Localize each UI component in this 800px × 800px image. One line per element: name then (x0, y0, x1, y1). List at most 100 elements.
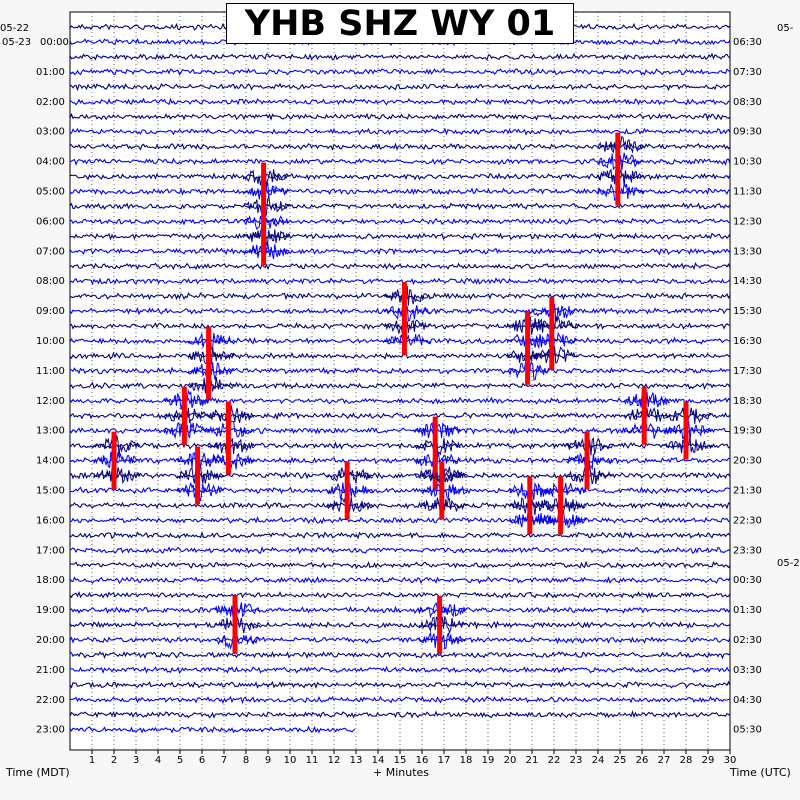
trace-row (69, 232, 731, 241)
left-hour-label: 10:00 (36, 336, 65, 347)
x-tick-label: 3 (133, 755, 139, 766)
left-hour-label: 07:00 (36, 246, 65, 257)
x-tick-label: 18 (460, 755, 473, 766)
event-spike (558, 476, 564, 535)
right-hour-label: 04:30 (733, 695, 762, 706)
trace-row (69, 710, 731, 719)
x-tick-label: 24 (592, 755, 605, 766)
right-hour-label: 05:30 (733, 725, 762, 736)
trace-row (69, 307, 731, 316)
left-hour-label: 11:00 (36, 366, 65, 377)
event-spike (584, 431, 590, 490)
trace-row (69, 441, 731, 450)
trace-row (69, 366, 731, 375)
left-hour-label: 04:00 (36, 157, 65, 168)
trace-row (69, 67, 731, 76)
right-hour-label: 07:30 (733, 67, 762, 78)
event-spike (641, 386, 647, 445)
event-spike (181, 386, 187, 445)
x-axis-title: + Minutes (373, 766, 430, 779)
x-tick-label: 23 (570, 755, 583, 766)
right-hour-label: 17:30 (733, 366, 762, 377)
x-tick-label: 29 (702, 755, 715, 766)
x-tick-label: 20 (504, 755, 517, 766)
trace-row (69, 560, 731, 570)
left-hour-label: 16:00 (36, 515, 65, 526)
left-hour-label: 23:00 (36, 725, 65, 736)
trace-row (69, 576, 731, 585)
trace-row (69, 426, 731, 436)
x-tick-label: 6 (199, 755, 205, 766)
right-hour-label: 21:30 (733, 486, 762, 497)
event-spike (401, 282, 407, 355)
trace-row (69, 381, 731, 391)
trace-row (69, 516, 731, 525)
left-hour-label: 08:00 (36, 276, 65, 287)
trace-row (69, 396, 731, 406)
trace-row (69, 456, 731, 465)
event-spike (549, 297, 555, 370)
trace-row (69, 725, 356, 734)
trace-row (69, 590, 731, 599)
right-hour-label: 13:30 (733, 246, 762, 257)
trace-row (69, 112, 731, 121)
event-spike (615, 132, 621, 206)
trace-row (69, 82, 731, 92)
x-tick-label: 30 (724, 755, 737, 766)
left-hour-label: 09:00 (36, 306, 65, 317)
left-hour-label: 17:00 (36, 545, 65, 556)
right-hour-label: 12:30 (733, 216, 762, 227)
event-spike (527, 476, 533, 535)
x-tick-label: 1 (89, 755, 95, 766)
chart-title: YHB SHZ WY 01 (226, 3, 574, 44)
right-hour-label: 22:30 (733, 515, 762, 526)
right-hour-label: 01:30 (733, 605, 762, 616)
trace-row (69, 501, 731, 510)
right-hour-label: 15:30 (733, 306, 762, 317)
right-hour-label: 18:30 (733, 396, 762, 407)
trace-row (69, 277, 731, 286)
x-tick-label: 16 (416, 755, 429, 766)
trace-row (69, 321, 731, 331)
left-hour-label: 00:00 (40, 37, 69, 48)
right-axis-title: Time (UTC) (730, 766, 791, 779)
trace-row (69, 605, 731, 615)
trace-row (69, 247, 731, 256)
left-hour-label: 15:00 (36, 486, 65, 497)
event-spike (111, 431, 117, 490)
event-spike (195, 446, 201, 505)
x-tick-label: 8 (243, 755, 249, 766)
x-tick-label: 2 (111, 755, 117, 766)
right-start-date: 05- (777, 23, 794, 34)
x-tick-label: 11 (306, 755, 319, 766)
x-tick-label: 19 (482, 755, 495, 766)
left-hour-label: 18:00 (36, 575, 65, 586)
left-hour-label: 22:00 (36, 695, 65, 706)
trace-row (69, 217, 730, 226)
right-hour-label: 11:30 (733, 187, 762, 198)
trace-row (69, 127, 731, 136)
right-date-change: 05-2 (777, 558, 800, 569)
right-hour-label: 20:30 (733, 456, 762, 467)
right-hour-label: 02:30 (733, 635, 762, 646)
right-hour-label: 19:30 (733, 426, 762, 437)
x-tick-label: 25 (614, 755, 627, 766)
x-tick-label: 10 (284, 755, 297, 766)
left-hour-label: 03:00 (36, 127, 65, 138)
x-tick-label: 15 (394, 755, 407, 766)
event-spike (439, 461, 445, 520)
right-hour-label: 06:30 (733, 37, 762, 48)
x-tick-label: 21 (526, 755, 539, 766)
trace-row (69, 411, 731, 421)
left-date-label: 05-23 (2, 37, 31, 48)
x-tick-label: 13 (350, 755, 363, 766)
right-hour-label: 10:30 (733, 157, 762, 168)
x-tick-label: 28 (680, 755, 693, 766)
right-hour-label: 03:30 (733, 665, 762, 676)
left-hour-label: 01:00 (36, 67, 65, 78)
left-hour-label: 02:00 (36, 97, 65, 108)
x-tick-label: 17 (438, 755, 451, 766)
trace-row (69, 486, 731, 495)
x-tick-label: 22 (548, 755, 561, 766)
